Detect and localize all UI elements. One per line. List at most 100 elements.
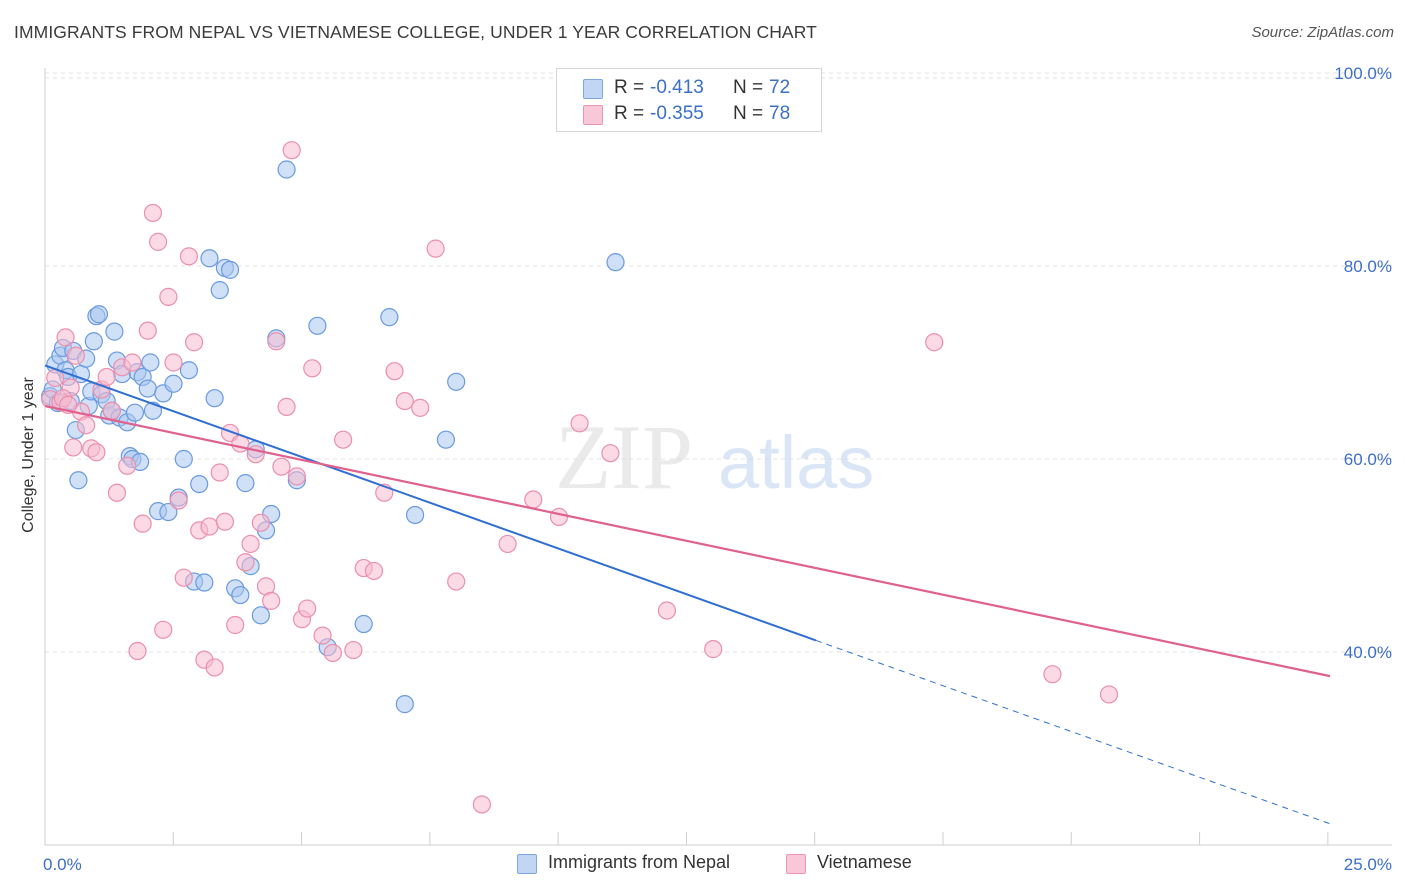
nepal-point bbox=[174, 449, 193, 469]
bottom-legend-swatch-vietnamese bbox=[786, 854, 806, 874]
vietnamese-point bbox=[66, 346, 85, 365]
bottom-legend-swatch-nepal bbox=[517, 854, 537, 874]
legend-swatch-nepal bbox=[583, 79, 603, 99]
vietnamese-point bbox=[344, 640, 363, 660]
vietnamese-point bbox=[56, 328, 75, 347]
vietnamese-point bbox=[138, 321, 157, 340]
nepal-point bbox=[200, 249, 219, 268]
trend-lines bbox=[44, 364, 1331, 825]
nepal-trend-line bbox=[44, 364, 817, 642]
legend-r-value: -0.413 bbox=[650, 77, 704, 98]
y-tick-label: 40.0% bbox=[1344, 643, 1392, 662]
nepal-point bbox=[251, 606, 270, 625]
legend-swatch-vietnamese bbox=[583, 105, 603, 125]
vietnamese-point bbox=[128, 641, 147, 661]
axes bbox=[44, 68, 1392, 846]
vietnamese-point bbox=[298, 599, 317, 618]
scatter-points bbox=[41, 141, 1119, 814]
bottom-legend-label-nepal: Immigrants from Nepal bbox=[548, 852, 731, 872]
nepal-point bbox=[179, 361, 199, 380]
vietnamese-point bbox=[282, 141, 301, 160]
vietnamese-point bbox=[411, 398, 430, 417]
nepal-point bbox=[308, 316, 327, 335]
vietnamese-point bbox=[251, 513, 270, 532]
nepal-point bbox=[205, 389, 224, 408]
vietnamese-point bbox=[148, 232, 168, 251]
nepal-point bbox=[105, 322, 124, 341]
vietnamese-point bbox=[267, 332, 286, 351]
watermark-atlas: atlas bbox=[718, 421, 874, 504]
nepal-point bbox=[84, 332, 103, 351]
nepal-point bbox=[141, 353, 160, 372]
vietnamese-point bbox=[657, 601, 677, 620]
nepal-point bbox=[231, 585, 250, 605]
vietnamese-point bbox=[174, 568, 193, 587]
y-axis-title: College, Under 1 year bbox=[20, 377, 37, 533]
vietnamese-point bbox=[524, 490, 543, 509]
vietnamese-point bbox=[1043, 665, 1062, 684]
vietnamese-point bbox=[64, 438, 83, 457]
vietnamese-point bbox=[164, 353, 183, 372]
nepal-point bbox=[210, 281, 229, 300]
vietnamese-point bbox=[287, 467, 306, 486]
legend-r-value: -0.355 bbox=[650, 103, 704, 124]
vietnamese-point bbox=[118, 456, 137, 475]
vietnamese-point bbox=[179, 247, 199, 266]
vietnamese-point bbox=[498, 534, 517, 554]
legend-r-label: R = bbox=[614, 103, 645, 124]
vietnamese-point bbox=[1099, 685, 1119, 704]
vietnamese-point bbox=[210, 463, 229, 482]
vietnamese-point bbox=[570, 414, 589, 433]
nepal-point bbox=[69, 471, 88, 490]
source-label: Source: ZipAtlas.com bbox=[1251, 24, 1394, 41]
vietnamese-point bbox=[102, 401, 121, 420]
nepal-point bbox=[277, 160, 296, 179]
x-tick-label-min: 0.0% bbox=[43, 855, 82, 874]
x-tick-label-max: 25.0% bbox=[1344, 855, 1392, 874]
nepal-point bbox=[195, 573, 214, 592]
nepal-point bbox=[220, 260, 240, 279]
vietnamese-point bbox=[334, 430, 353, 449]
nepal-point bbox=[395, 695, 414, 714]
vietnamese-point bbox=[313, 626, 332, 645]
vietnamese-point bbox=[549, 507, 569, 527]
nepal-point bbox=[436, 430, 456, 449]
nepal-point bbox=[447, 372, 466, 391]
y-tick-label: 100.0% bbox=[1334, 64, 1392, 83]
nepal-point bbox=[125, 403, 145, 422]
vietnamese-point bbox=[364, 561, 384, 581]
nepal-trend-extension bbox=[815, 639, 1331, 825]
correlation-legend: R = -0.413 N = 72 R = -0.355 N = 78 bbox=[556, 68, 822, 132]
vietnamese-point bbox=[200, 517, 219, 536]
vietnamese-point bbox=[395, 392, 414, 411]
vietnamese-point bbox=[123, 353, 142, 372]
nepal-point bbox=[89, 305, 109, 324]
vietnamese-point bbox=[205, 658, 224, 677]
vietnamese-point bbox=[226, 615, 245, 635]
nepal-point bbox=[159, 502, 178, 522]
chart-title: IMMIGRANTS FROM NEPAL VS VIETNAMESE COLL… bbox=[14, 22, 817, 42]
legend-n-label: N = bbox=[733, 103, 764, 124]
nepal-point bbox=[164, 374, 183, 393]
vietnamese-point bbox=[272, 457, 291, 476]
vietnamese-point bbox=[447, 572, 466, 591]
nepal-point bbox=[190, 474, 209, 494]
vietnamese-point bbox=[169, 491, 188, 510]
vietnamese-point bbox=[77, 416, 96, 435]
nepal-point bbox=[380, 308, 399, 327]
vietnamese-point bbox=[277, 397, 296, 416]
nepal-point bbox=[606, 253, 625, 272]
vietnamese-trend-line bbox=[44, 404, 1331, 678]
nepal-point bbox=[236, 474, 255, 493]
vietnamese-point bbox=[184, 333, 204, 352]
vietnamese-point bbox=[704, 640, 723, 659]
tick-labels: 40.0% 60.0% 80.0% 100.0% 0.0% 25.0% bbox=[43, 64, 1392, 874]
nepal-point bbox=[143, 401, 163, 420]
vietnamese-point bbox=[107, 483, 127, 502]
vietnamese-point bbox=[303, 359, 322, 378]
y-tick-label: 80.0% bbox=[1344, 257, 1392, 276]
vietnamese-point bbox=[385, 362, 404, 381]
vietnamese-point bbox=[262, 591, 281, 610]
legend-n-value: 72 bbox=[769, 77, 791, 98]
